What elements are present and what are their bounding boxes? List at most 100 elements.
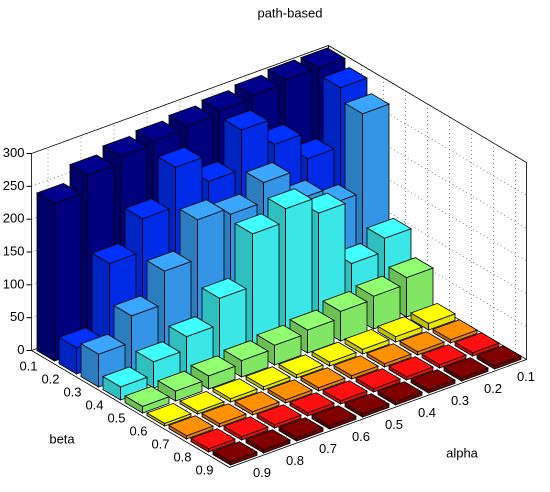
bar-top xyxy=(245,429,291,451)
bar-top xyxy=(223,416,269,438)
bar xyxy=(278,417,324,442)
bar-top xyxy=(300,367,346,389)
bar xyxy=(223,340,269,378)
bar-top xyxy=(212,193,258,215)
y-tick-label: 0.2 xyxy=(41,371,59,386)
bar-top xyxy=(333,355,379,377)
y-tick-label: 0.4 xyxy=(85,397,103,412)
bar-top xyxy=(256,404,302,426)
bar xyxy=(234,391,280,416)
bar xyxy=(355,275,401,330)
bar xyxy=(190,355,236,390)
bar-top xyxy=(157,146,203,168)
bar-top xyxy=(289,392,335,414)
x-tick-label: 0.1 xyxy=(517,369,535,384)
bar-top xyxy=(91,243,137,264)
bar-top xyxy=(388,257,434,279)
bar xyxy=(421,344,467,369)
bar-top xyxy=(377,316,423,338)
bar-top xyxy=(443,357,489,379)
y-tick-label: 0.1 xyxy=(19,358,37,373)
bar xyxy=(223,416,269,441)
bar xyxy=(377,381,423,406)
bar-top xyxy=(267,379,313,401)
bar-top xyxy=(124,385,170,407)
bar xyxy=(476,345,522,370)
bar-top xyxy=(80,333,126,355)
bar-top xyxy=(190,428,236,450)
z-tick-label: 0 xyxy=(17,342,24,357)
bar-top xyxy=(267,59,313,81)
bar xyxy=(311,405,357,430)
z-tick-label: 250 xyxy=(3,178,25,193)
y-tick-label: 0.5 xyxy=(107,410,125,425)
bar xyxy=(333,355,379,380)
bar-top xyxy=(179,390,225,412)
bar-top xyxy=(168,105,214,127)
x-tick-label: 0.5 xyxy=(385,417,403,432)
bar-top xyxy=(212,378,258,400)
bar-top xyxy=(322,67,368,89)
bar xyxy=(190,428,236,453)
bar xyxy=(278,354,324,379)
bar-top xyxy=(311,405,357,427)
bar xyxy=(245,366,291,391)
z-tick-label: 200 xyxy=(3,211,25,226)
bar xyxy=(432,319,478,344)
bar-top xyxy=(476,345,522,367)
bar-top xyxy=(223,109,269,131)
z-tick-label: 300 xyxy=(3,145,25,160)
bar-top xyxy=(179,199,225,221)
bar-top xyxy=(322,380,368,402)
grid-line xyxy=(31,45,527,163)
bar xyxy=(388,356,434,381)
bar-top xyxy=(201,90,247,112)
bar-top xyxy=(410,302,456,324)
bar xyxy=(311,341,357,367)
bar-top xyxy=(410,369,456,391)
bar-top xyxy=(289,309,335,331)
bar-top xyxy=(278,354,324,376)
bar-top xyxy=(190,355,236,377)
bar-top xyxy=(201,403,247,425)
y-axis-label: beta xyxy=(49,431,75,446)
bar xyxy=(179,390,225,415)
bar xyxy=(344,328,390,355)
bar xyxy=(168,415,214,440)
y-tick-label: 0.9 xyxy=(195,462,213,477)
bar-top xyxy=(36,182,82,204)
bar-top xyxy=(69,154,115,176)
y-tick-label: 0.6 xyxy=(129,423,147,438)
bar-top xyxy=(102,135,148,157)
bar-top xyxy=(168,316,214,338)
bar xyxy=(377,316,423,343)
bar-top xyxy=(366,343,412,365)
bar-side xyxy=(36,192,55,362)
bar-top xyxy=(234,213,280,235)
bar xyxy=(410,369,456,394)
bar-top xyxy=(377,381,423,403)
bar xyxy=(344,393,390,418)
y-tick-label: 0.3 xyxy=(63,384,81,399)
bar-top xyxy=(366,217,412,239)
bar xyxy=(355,368,401,393)
bar xyxy=(267,379,313,404)
bar-top xyxy=(234,74,280,96)
bar xyxy=(157,370,203,402)
bar-top xyxy=(168,415,214,437)
bar-top xyxy=(124,198,170,220)
bar-top xyxy=(399,331,445,353)
bar xyxy=(300,367,346,392)
bar-top xyxy=(355,275,401,297)
x-tick-label: 0.7 xyxy=(319,441,337,456)
bar xyxy=(245,429,291,454)
bar-top xyxy=(421,344,467,366)
bar-top xyxy=(344,393,390,415)
bar xyxy=(366,343,412,368)
x-tick-label: 0.2 xyxy=(484,381,502,396)
bar xyxy=(289,392,335,417)
bar xyxy=(443,357,489,382)
z-tick-label: 100 xyxy=(3,276,25,291)
bar-top xyxy=(102,366,148,388)
